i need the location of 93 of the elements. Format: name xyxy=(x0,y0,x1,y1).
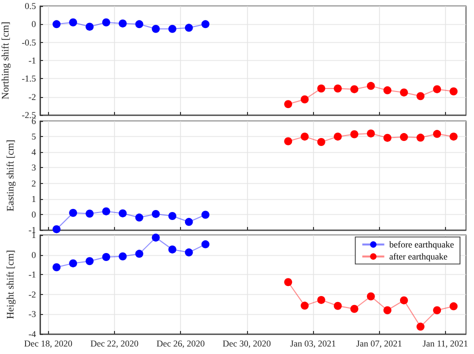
point xyxy=(366,82,375,90)
y-axis-title: Easting shift [cm] xyxy=(6,140,16,212)
legend-label: before earthquake xyxy=(389,240,454,250)
legend-label: after earthquake xyxy=(389,252,448,262)
point xyxy=(86,210,94,218)
x-tick-label: Dec 26, 2020 xyxy=(156,338,206,348)
y-tick-label: 0 xyxy=(32,209,36,220)
point xyxy=(284,278,292,286)
point xyxy=(69,208,78,217)
point xyxy=(350,130,358,138)
point xyxy=(102,18,110,26)
y-tick-label: -2 xyxy=(28,92,36,102)
point xyxy=(168,245,176,254)
point xyxy=(350,85,358,94)
point xyxy=(284,137,292,146)
y-tick-label: 1 xyxy=(32,194,36,204)
point xyxy=(168,24,176,33)
y-tick-label: -4 xyxy=(28,329,36,339)
y-tick-label: 0 xyxy=(32,19,36,30)
y-tick-label: 2 xyxy=(32,178,36,188)
point xyxy=(102,207,110,216)
y-axis-title: Height shift [cm] xyxy=(6,250,16,319)
x-tick-label: Dec 18, 2020 xyxy=(24,338,73,348)
x-tick-label: Jan 11, 2021 xyxy=(422,338,468,348)
point xyxy=(52,263,61,272)
point xyxy=(152,210,160,218)
point xyxy=(416,92,425,100)
point xyxy=(317,84,326,92)
point xyxy=(152,234,160,242)
point xyxy=(334,302,342,310)
point xyxy=(102,252,110,261)
y-tick-label: -2 xyxy=(28,289,36,300)
point xyxy=(366,292,375,300)
point xyxy=(317,296,326,304)
x-tick-label: Jan 07, 2021 xyxy=(356,338,402,348)
point xyxy=(184,24,193,32)
point xyxy=(118,252,127,260)
point xyxy=(450,302,458,310)
y-tick-label: -3 xyxy=(28,309,36,320)
point xyxy=(52,20,61,28)
point xyxy=(300,302,309,310)
point xyxy=(317,138,326,146)
x-tick-label: Dec 22, 2020 xyxy=(90,338,140,348)
point xyxy=(334,132,342,141)
point xyxy=(433,85,442,94)
point xyxy=(383,86,392,94)
point xyxy=(383,134,392,142)
point xyxy=(168,212,176,220)
point xyxy=(201,210,210,219)
point xyxy=(383,306,392,314)
y-tick-label: 4 xyxy=(32,147,36,158)
x-tick-label: Dec 30, 2020 xyxy=(222,338,272,348)
point xyxy=(416,134,425,142)
point xyxy=(284,100,292,108)
point xyxy=(433,130,442,138)
point xyxy=(201,20,210,28)
point xyxy=(300,132,309,141)
point xyxy=(184,218,193,226)
point xyxy=(450,87,458,96)
point xyxy=(69,259,78,268)
point xyxy=(135,214,144,222)
point xyxy=(118,209,127,218)
point xyxy=(400,296,408,304)
y-tick-label: -0.5 xyxy=(22,37,36,48)
point xyxy=(135,250,144,258)
point xyxy=(152,24,160,33)
y-tick-label: -1 xyxy=(28,270,36,280)
y-tick-label: -1 xyxy=(28,56,36,66)
point xyxy=(184,248,193,256)
y-tick-label: 0.5 xyxy=(24,1,36,11)
point xyxy=(400,133,408,142)
point xyxy=(201,240,210,248)
y-tick-label: -1.5 xyxy=(22,74,36,84)
y-tick-label: 3 xyxy=(32,162,36,173)
point xyxy=(135,20,144,28)
point xyxy=(366,129,375,138)
point xyxy=(350,304,358,313)
point xyxy=(400,88,408,96)
y-axis-title: Northing shift [cm] xyxy=(0,22,12,100)
y-tick-label: -2.5 xyxy=(22,110,36,120)
point xyxy=(52,225,61,234)
point xyxy=(450,132,458,141)
point xyxy=(86,257,94,266)
point xyxy=(69,18,78,26)
point xyxy=(416,322,425,331)
point xyxy=(334,84,342,92)
x-tick-label: Jan 03, 2021 xyxy=(290,338,336,348)
y-tick-label: 0 xyxy=(32,250,36,260)
y-tick-label: 5 xyxy=(32,132,36,142)
point xyxy=(433,306,442,314)
point xyxy=(300,95,309,104)
point xyxy=(118,19,127,28)
point xyxy=(86,22,94,31)
